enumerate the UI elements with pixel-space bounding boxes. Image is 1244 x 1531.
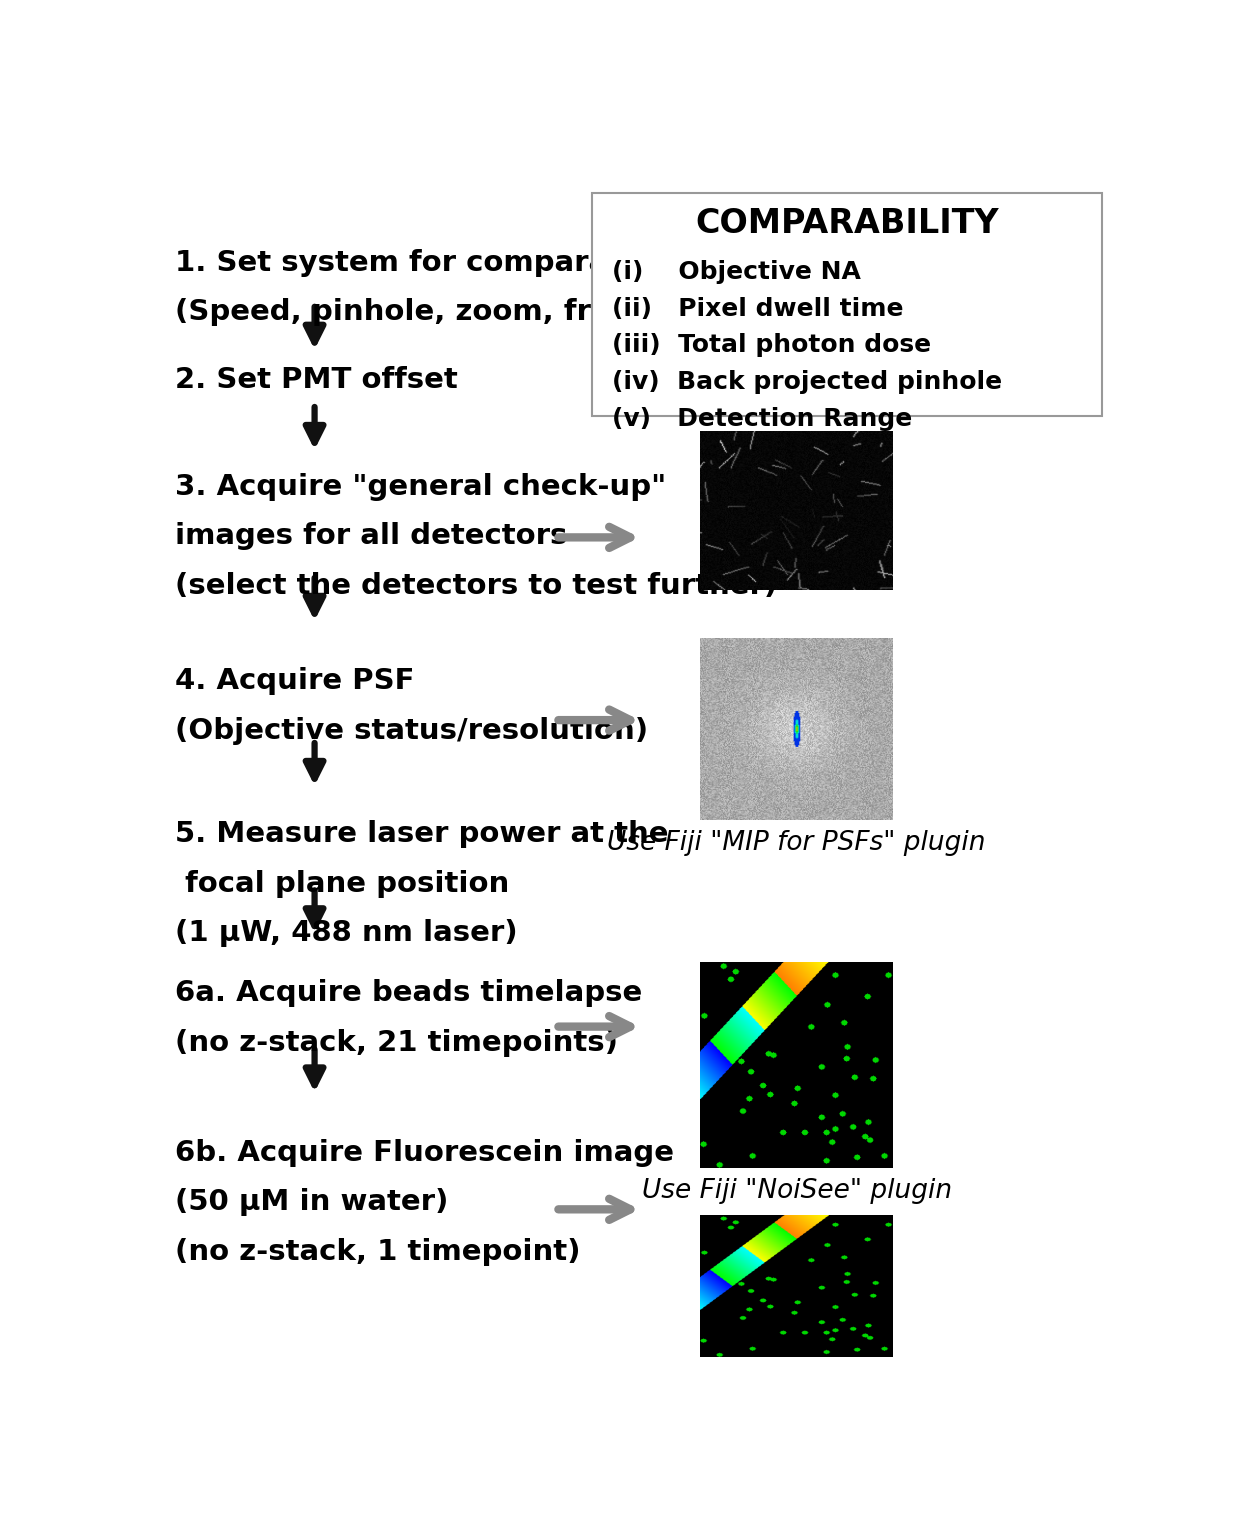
Text: (iv)  Back projected pinhole: (iv) Back projected pinhole <box>612 371 1001 393</box>
Text: (v)   Detection Range: (v) Detection Range <box>612 407 912 430</box>
FancyBboxPatch shape <box>592 193 1102 416</box>
Text: (ii)   Pixel dwell time: (ii) Pixel dwell time <box>612 297 903 322</box>
Text: (50 μM in water): (50 μM in water) <box>174 1188 448 1216</box>
Text: Use Fiji "NoiSee" plugin: Use Fiji "NoiSee" plugin <box>642 1177 952 1203</box>
Text: 6b. Acquire Fluorescein image: 6b. Acquire Fluorescein image <box>174 1139 674 1167</box>
Text: (no z-stack, 1 timepoint): (no z-stack, 1 timepoint) <box>174 1237 580 1266</box>
Text: (1 μW, 488 nm laser): (1 μW, 488 nm laser) <box>174 919 518 948</box>
Text: focal plane position: focal plane position <box>174 870 509 897</box>
Text: (i)    Objective NA: (i) Objective NA <box>612 260 861 285</box>
Text: 6a. Acquire beads timelapse: 6a. Acquire beads timelapse <box>174 980 642 1007</box>
Text: 3. Acquire "general check-up": 3. Acquire "general check-up" <box>174 473 666 501</box>
Text: (no z-stack, 21 timepoints): (no z-stack, 21 timepoints) <box>174 1029 618 1056</box>
Text: 2. Set PMT offset: 2. Set PMT offset <box>174 366 458 395</box>
Text: images for all detectors: images for all detectors <box>174 522 567 550</box>
Text: (Speed, pinhole, zoom, frame size): (Speed, pinhole, zoom, frame size) <box>174 299 748 326</box>
Text: 4. Acquire PSF: 4. Acquire PSF <box>174 668 414 695</box>
Text: COMPARABILITY: COMPARABILITY <box>695 207 999 240</box>
Text: (iii)  Total photon dose: (iii) Total photon dose <box>612 334 931 357</box>
Text: 5. Measure laser power at the: 5. Measure laser power at the <box>174 821 668 848</box>
Text: (select the detectors to test further): (select the detectors to test further) <box>174 571 778 600</box>
Text: (Objective status/resolution): (Objective status/resolution) <box>174 717 648 744</box>
Text: 1. Set system for comparability: 1. Set system for comparability <box>174 248 692 277</box>
Text: Use Fiji "MIP for PSFs" plugin: Use Fiji "MIP for PSFs" plugin <box>607 830 986 856</box>
